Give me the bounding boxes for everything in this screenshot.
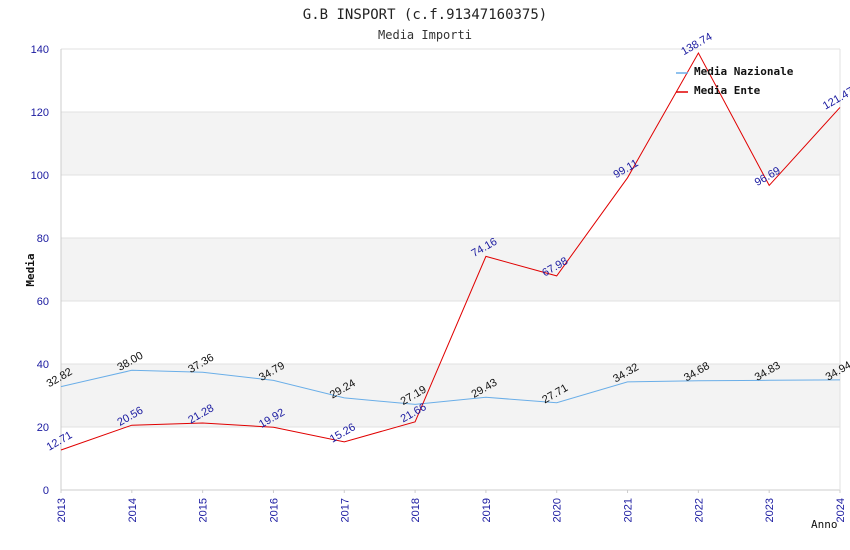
y-tick-label: 80 <box>37 233 49 245</box>
axes <box>60 49 841 491</box>
y-tick-label: 100 <box>31 170 49 182</box>
y-axis-label: Media <box>24 253 37 286</box>
legend-label-nazionale: Media Nazionale <box>694 65 794 78</box>
chart-title: G.B INSPORT (c.f.91347160375) <box>303 7 547 23</box>
x-tick-label: 2015 <box>198 498 210 522</box>
data-label-ente: 138.74 <box>679 31 714 58</box>
x-tick-label: 2019 <box>481 498 493 522</box>
legend: Media Nazionale Media Ente <box>676 65 794 97</box>
y-tick-label: 140 <box>31 44 49 56</box>
y-tick-label: 60 <box>37 296 49 308</box>
x-tick-label: 2020 <box>552 498 564 522</box>
x-tick-label: 2013 <box>56 498 68 522</box>
x-axis-label: Anno <box>811 518 838 531</box>
legend-label-ente: Media Ente <box>694 84 761 97</box>
gridlines <box>61 48 840 491</box>
y-tick-label: 20 <box>37 422 49 434</box>
series-line-nazionale <box>60 369 841 405</box>
plot-bands <box>61 112 840 427</box>
data-label-ente: 12.71 <box>45 429 75 453</box>
y-tick-label: 40 <box>37 359 49 371</box>
x-tick-label: 2016 <box>268 498 280 522</box>
x-tick-label: 2024 <box>835 498 847 522</box>
x-tick-label: 2021 <box>623 498 635 522</box>
y-ticks: 0 20 40 60 80 100 120 140 <box>31 44 49 497</box>
x-tick-label: 2017 <box>339 498 351 522</box>
plot-band <box>61 112 840 175</box>
x-tick-label: 2014 <box>127 498 139 522</box>
series-lines <box>60 51 841 451</box>
y-tick-label: 120 <box>31 107 49 119</box>
plot-band <box>61 364 840 427</box>
x-ticks: 2013 2014 2015 2016 2017 2018 2019 2020 2021 2022… <box>56 490 847 522</box>
x-tick-label: 2022 <box>693 498 705 522</box>
y-tick-label: 0 <box>43 485 49 497</box>
data-label-ente: 121.47 <box>821 85 850 112</box>
x-tick-label: 2018 <box>410 498 422 522</box>
series-line-ente <box>60 51 841 451</box>
x-tick-label: 2023 <box>764 498 776 522</box>
chart-subtitle: Media Importi <box>378 28 472 42</box>
plot-band <box>61 238 840 301</box>
